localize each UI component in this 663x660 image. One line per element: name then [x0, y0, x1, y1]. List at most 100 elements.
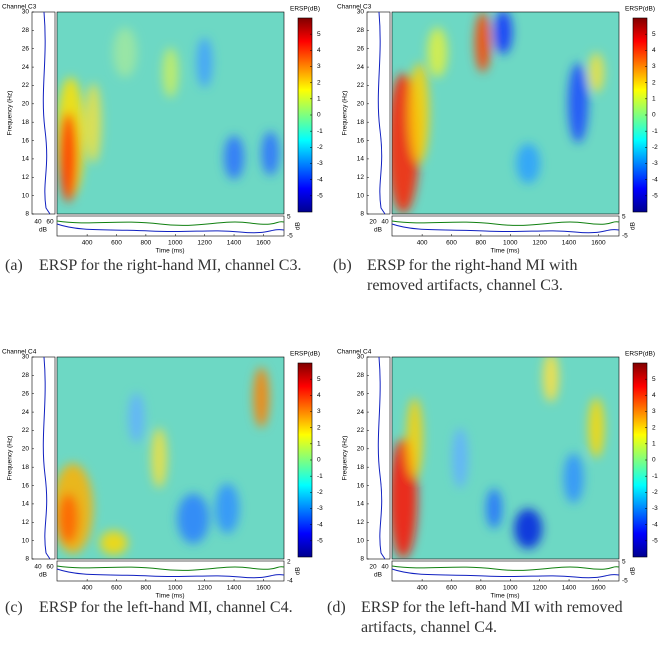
colorbar-tick-label: 1	[652, 96, 656, 103]
y-tick-label: 26	[22, 45, 30, 52]
y-tick-label: 28	[357, 372, 365, 379]
heatmap	[392, 12, 619, 214]
y-tick-label: 12	[357, 174, 365, 181]
x-tick-label: 1200	[197, 240, 212, 247]
colorbar-tick-label: 2	[652, 79, 656, 86]
colorbar-tick-label: -4	[652, 176, 658, 183]
y-tick-label: 8	[360, 556, 364, 563]
x-tick-label: 1600	[591, 240, 606, 247]
colorbar-tick-label: -3	[317, 505, 323, 512]
colorbar-tick-label: 0	[652, 457, 656, 464]
heat-blob	[486, 488, 503, 529]
colorbar-tick-label: 5	[652, 376, 656, 383]
y-tick-label: 20	[357, 101, 365, 108]
x-tick-label: 1600	[256, 240, 271, 247]
heatmap-bg	[57, 357, 284, 559]
bottom-green	[56, 220, 285, 226]
colorbar-title: ERSP(dB)	[625, 351, 655, 358]
panel: Channel C481012141618202224262830Frequen…	[337, 349, 658, 600]
heatmap-blobs	[57, 367, 270, 555]
y-tick-label: 24	[357, 64, 365, 71]
bottom-blue	[391, 568, 620, 579]
baseline-db-label: dB	[39, 572, 47, 579]
baseline-tick-label: 60	[46, 219, 54, 226]
heat-blob	[514, 508, 543, 549]
y-tick-label: 18	[357, 464, 365, 471]
colorbar-tick-label: 1	[317, 96, 321, 103]
bottom-blue	[56, 223, 285, 234]
y-tick-label: 28	[22, 372, 30, 379]
caption-text: ERSP for the right-hand MI with removed …	[367, 257, 578, 294]
caption-text: ERSP for the left-hand MI with removed a…	[361, 599, 623, 636]
y-tick-label: 12	[357, 519, 365, 526]
bottom-green	[391, 565, 620, 571]
colorbar-tick-label: -3	[652, 505, 658, 512]
heatmap-blobs	[392, 357, 605, 559]
heat-blob	[474, 12, 491, 73]
heatmap-frame	[391, 11, 620, 215]
x-tick-label: 800	[140, 240, 151, 247]
x-tick-label: 1400	[227, 240, 242, 247]
y-tick-label: 22	[22, 82, 30, 89]
channel-label: Channel C3	[337, 4, 372, 11]
heatmap-frame	[56, 356, 285, 560]
y-tick-label: 8	[25, 211, 29, 218]
y-tick-label: 30	[22, 9, 30, 16]
colorbar-tick-label: 5	[317, 376, 321, 383]
baseline-tick-label: 60	[46, 564, 54, 571]
heat-blob	[215, 483, 240, 534]
heat-blob	[59, 112, 78, 203]
y-tick-label: 20	[357, 446, 365, 453]
heat-blob	[224, 135, 245, 180]
heat-blob	[177, 493, 210, 544]
baseline-tick-label: 40	[34, 219, 42, 226]
bottom-tick-label: -5	[622, 578, 628, 585]
heat-blob	[568, 62, 589, 143]
baseline-tick-label: 20	[369, 219, 377, 226]
y-tick-label: 26	[357, 45, 365, 52]
heat-blob	[406, 397, 423, 478]
y-tick-label: 28	[22, 27, 30, 34]
x-tick-label: 1000	[503, 585, 518, 592]
bottom-tick-label: 2	[287, 559, 291, 566]
heat-blob	[151, 428, 168, 488]
channel-label: Channel C4	[2, 349, 37, 356]
bottom-green	[56, 565, 285, 571]
heat-blob	[113, 27, 138, 78]
heatmap-blobs	[57, 27, 280, 203]
caption-text: ERSP for the left-hand MI, channel C4.	[39, 599, 293, 616]
colorbar-title: ERSP(dB)	[625, 6, 655, 13]
colorbar-tick-label: 4	[317, 392, 321, 399]
x-axis-title: Time (ms)	[490, 248, 519, 255]
x-tick-label: 1400	[227, 585, 242, 592]
colorbar-tick-label: 4	[317, 47, 321, 54]
heat-blob	[452, 428, 469, 488]
x-tick-label: 800	[475, 240, 486, 247]
x-tick-label: 1400	[562, 585, 577, 592]
caption-label: (c)	[5, 599, 23, 616]
bottom-db-label: dB	[295, 567, 302, 575]
colorbar-tick-label: -1	[317, 128, 323, 135]
bottom-blue	[391, 223, 620, 234]
y-axis-title: Frequency (Hz)	[342, 91, 349, 136]
x-tick-label: 400	[82, 585, 93, 592]
colorbar-tick-label: -1	[652, 128, 658, 135]
colorbar-tick-label: -3	[317, 160, 323, 167]
y-tick-label: 14	[357, 156, 365, 163]
colorbar	[632, 17, 648, 213]
baseline-curve	[377, 11, 386, 215]
heatmap	[57, 12, 284, 214]
colorbar-tick-label: -5	[652, 193, 658, 200]
bottom-tick-label: -5	[622, 233, 628, 240]
heat-blob	[542, 357, 559, 403]
bottom-tick-label: 5	[287, 214, 291, 221]
caption: (c) ERSP for the left-hand MI, channel C4…	[5, 598, 305, 618]
caption: (b) ERSP for the right-hand MI with remov…	[333, 256, 633, 296]
colorbar-tick-label: -5	[317, 193, 323, 200]
x-tick-label: 1000	[503, 240, 518, 247]
channel-label: Channel C4	[337, 349, 372, 356]
bottom-blue	[56, 568, 285, 579]
baseline-db-label: dB	[374, 572, 382, 579]
y-tick-label: 10	[22, 192, 30, 199]
